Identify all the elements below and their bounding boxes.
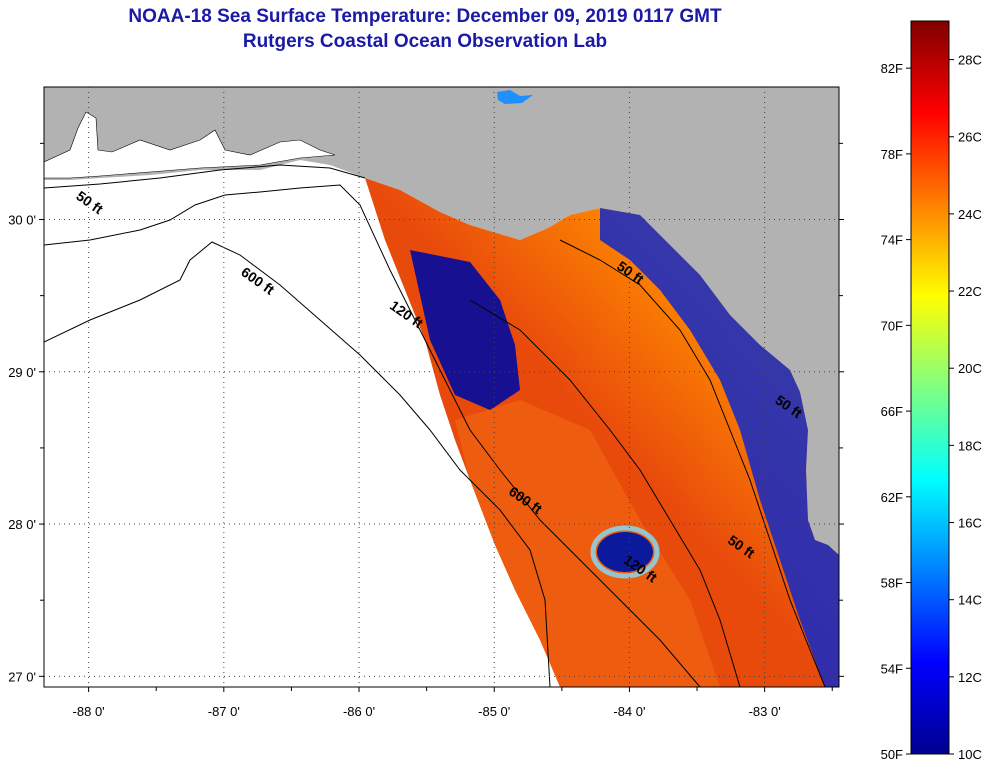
lon-tick-label: -84 0' bbox=[613, 704, 645, 719]
colorbar-f-label: 82F bbox=[881, 61, 903, 76]
warm-water bbox=[455, 400, 720, 687]
land-area bbox=[44, 87, 839, 555]
colorbar-f-label: 50F bbox=[881, 747, 903, 762]
cold-eddy bbox=[597, 532, 653, 572]
map-title: NOAA-18 Sea Surface Temperature: Decembe… bbox=[128, 6, 722, 27]
lon-tick-label: -86 0' bbox=[343, 704, 375, 719]
colorbar-c-label: 20C bbox=[958, 361, 982, 376]
lon-tick-label: -87 0' bbox=[208, 704, 240, 719]
colorbar-c-label: 10C bbox=[958, 747, 982, 762]
lat-tick-label: 27 0' bbox=[8, 669, 36, 684]
colorbar-ticks: 28C 26C 24C 22C 20C 18C 16C 14C 12C 10C 82F 78F 74F 7… bbox=[881, 53, 982, 762]
lon-tick-label: -88 0' bbox=[73, 704, 105, 719]
map-plot-area bbox=[44, 87, 839, 687]
cold-bay-patch bbox=[410, 250, 520, 410]
colorbar-c-label: 14C bbox=[958, 593, 982, 608]
axis-ticks: -88 0' -87 0' -86 0' -85 0' -84 0' -83 0' 30 0… bbox=[8, 142, 844, 719]
lon-tick-label: -83 0' bbox=[749, 704, 781, 719]
colorbar-f-label: 66F bbox=[881, 404, 903, 419]
map-frame bbox=[43, 86, 840, 688]
colorbar-c-label: 24C bbox=[958, 207, 982, 222]
contour-120ft-peninsula bbox=[469, 299, 741, 687]
contour-50ft-peninsula bbox=[559, 239, 826, 687]
colorbar-f-label: 58F bbox=[881, 576, 903, 591]
colorbar-c-label: 26C bbox=[958, 130, 982, 145]
colorbar-c-label: 22C bbox=[958, 284, 982, 299]
colorbar-f-label: 70F bbox=[881, 318, 903, 333]
colorbar-c-label: 18C bbox=[958, 438, 982, 453]
lat-tick-label: 28 0' bbox=[8, 517, 36, 532]
lat-tick-label: 29 0' bbox=[8, 365, 36, 380]
contour-50ft-panhandle bbox=[44, 164, 366, 189]
map-subtitle: Rutgers Coastal Ocean Observation Lab bbox=[242, 31, 608, 52]
colorbar-f-label: 74F bbox=[881, 233, 903, 248]
colorbar bbox=[910, 20, 950, 755]
colorbar-c-label: 12C bbox=[958, 670, 982, 685]
cold-coastal-band bbox=[600, 208, 839, 687]
bay-water bbox=[44, 111, 336, 179]
contour-600ft bbox=[44, 241, 551, 687]
colorbar-c-label: 28C bbox=[958, 53, 982, 68]
colorbar-c-label: 16C bbox=[958, 516, 982, 531]
colorbar-f-label: 62F bbox=[881, 490, 903, 505]
contour-120ft bbox=[44, 184, 701, 687]
lon-tick-label: -85 0' bbox=[478, 704, 510, 719]
cold-eddy-rim bbox=[590, 525, 660, 579]
colorbar-f-label: 78F bbox=[881, 147, 903, 162]
lat-tick-label: 30 0' bbox=[8, 212, 36, 227]
lake bbox=[497, 90, 533, 104]
colorbar-f-label: 54F bbox=[881, 661, 903, 676]
graticule bbox=[44, 87, 839, 687]
